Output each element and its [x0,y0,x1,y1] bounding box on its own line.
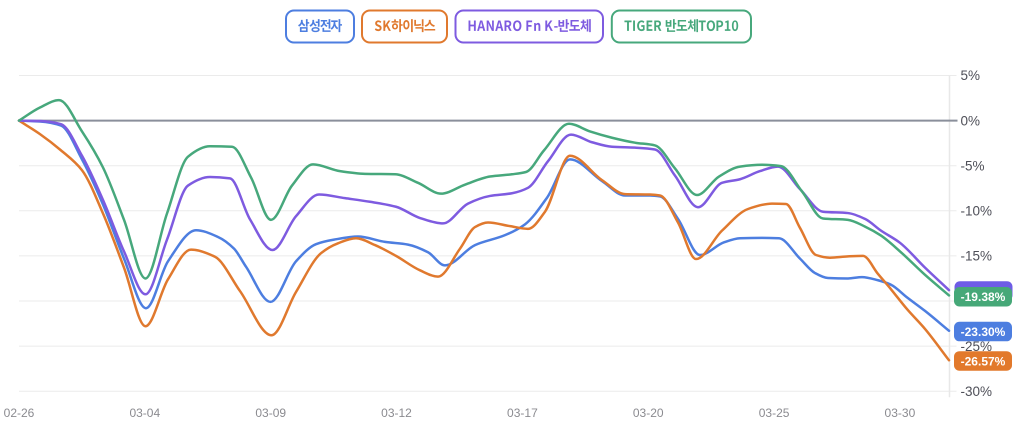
svg-text:02-26: 02-26 [4,406,35,420]
svg-text:-19.38%: -19.38% [961,290,1006,304]
svg-text:-10%: -10% [961,204,993,219]
svg-text:-25%: -25% [961,339,993,354]
svg-text:03-17: 03-17 [507,406,538,420]
svg-text:-26.57%: -26.57% [961,354,1006,368]
svg-text:-23.30%: -23.30% [961,325,1006,339]
svg-text:0%: 0% [961,113,981,128]
svg-text:5%: 5% [961,68,981,83]
svg-text:-15%: -15% [961,249,993,264]
svg-text:03-09: 03-09 [255,406,286,420]
svg-text:-30%: -30% [961,384,993,399]
svg-text:03-20: 03-20 [633,406,664,420]
svg-text:03-12: 03-12 [381,406,412,420]
svg-text:03-25: 03-25 [759,406,790,420]
svg-text:03-30: 03-30 [885,406,916,420]
svg-text:-5%: -5% [961,158,985,173]
svg-text:03-04: 03-04 [129,406,160,420]
